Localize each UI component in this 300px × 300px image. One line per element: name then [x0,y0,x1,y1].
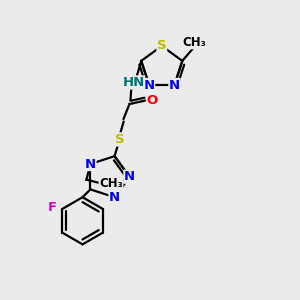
Text: N: N [109,191,120,204]
Text: F: F [48,201,57,214]
Text: HN: HN [122,76,145,89]
Text: CH₃: CH₃ [99,177,123,190]
Text: O: O [146,94,158,106]
Text: N: N [143,79,155,92]
Text: S: S [157,40,166,52]
Text: N: N [169,79,180,92]
Text: S: S [115,133,124,146]
Text: N: N [124,170,135,183]
Text: CH₃: CH₃ [182,36,206,49]
Text: N: N [85,158,96,170]
